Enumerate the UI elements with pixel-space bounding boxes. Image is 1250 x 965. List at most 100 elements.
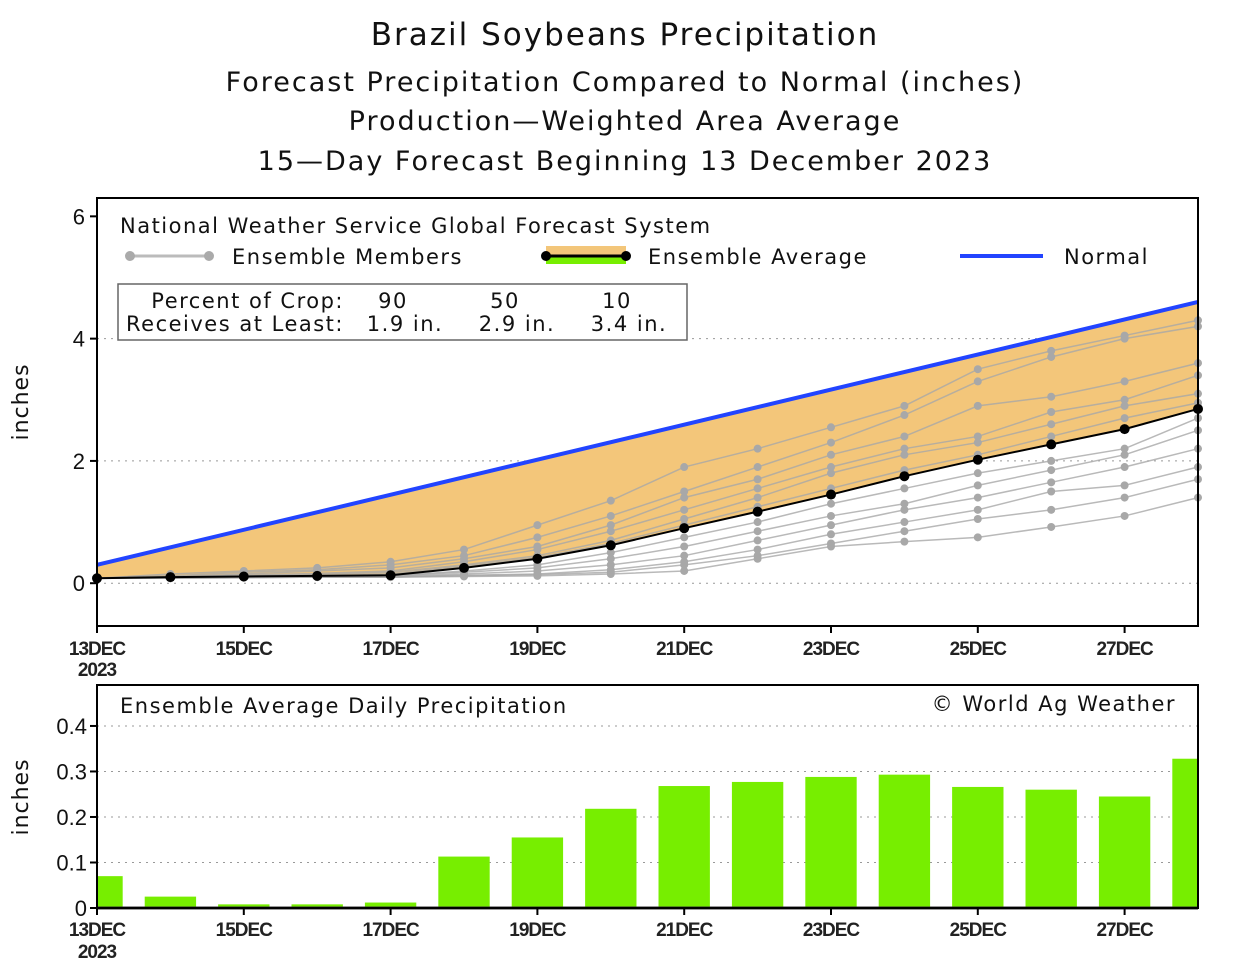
y-tick-label: 0 (73, 571, 85, 596)
ensemble-member-point (973, 533, 982, 542)
ensemble-member-point (680, 463, 689, 472)
ensemble-member-point (1047, 352, 1056, 361)
ensemble-member-point (753, 536, 762, 545)
ensemble-member-point (753, 463, 762, 472)
crop-table-row1-label: Percent of Crop: (151, 289, 344, 313)
ensemble-average-point (605, 540, 616, 551)
daily-precip-bar (291, 904, 343, 908)
chart-subtitle-2: Production—Weighted Area Average (349, 106, 902, 137)
bottom-title: Ensemble Average Daily Precipitation (120, 694, 568, 718)
x-tick-year: 2023 (78, 660, 117, 681)
crop-amount-90: 1.9 in. (367, 312, 443, 336)
legend-members-dot (125, 251, 135, 261)
plot-frame (96, 197, 1199, 627)
ensemble-member-point (973, 481, 982, 490)
ensemble-average-point (1119, 424, 1130, 435)
ensemble-member-point (1120, 395, 1129, 404)
ensemble-member-point (606, 554, 615, 563)
y-tick-label: 6 (73, 204, 85, 229)
ensemble-member-point (606, 570, 615, 579)
x-tick-label: 13DEC (69, 639, 127, 660)
ensemble-member-point (680, 533, 689, 542)
top-y-axis-label: inches (9, 363, 34, 440)
x-tick-label: 27DEC (1096, 920, 1154, 941)
ensemble-average-point (826, 489, 836, 500)
ensemble-member-point (1047, 487, 1056, 496)
daily-precip-bar (658, 786, 710, 908)
ensemble-member-point (900, 444, 909, 453)
ensemble-member-point (1120, 414, 1129, 423)
crop-table-box (117, 283, 688, 341)
ensemble-average-point (385, 570, 396, 581)
ensemble-member-point (460, 572, 468, 581)
cumulative-plot: 0 2 4 6 13DEC 15DEC 17DEC 19DEC 21DEC 23DEC 25DEC 2… (69, 197, 1203, 681)
ensemble-member-point (533, 533, 542, 542)
ensemble-member-point (680, 487, 689, 496)
x-tick-year: 2023 (78, 942, 117, 963)
ensemble-member-point (1047, 432, 1056, 441)
ensemble-member-point (753, 554, 762, 563)
ensemble-member-point (680, 560, 689, 569)
ensemble-member-point (680, 551, 689, 560)
ensemble-member-point (1120, 334, 1129, 343)
daily-precip-bar (218, 904, 270, 908)
ensemble-average-point (312, 570, 323, 581)
ensemble-member-line (97, 496, 1199, 580)
plot-area (97, 685, 1198, 908)
ensemble-member-point (900, 484, 909, 493)
daily-precip-bar (805, 776, 857, 908)
x-tick-label: 19DEC (509, 920, 567, 941)
ensemble-average-point (165, 572, 176, 583)
ensemble-member-line (96, 374, 1199, 580)
ensemble-member-point (1047, 346, 1056, 355)
crop-amount-10: 3.4 in. (591, 312, 667, 336)
x-tick-label: 27DEC (1096, 639, 1154, 660)
daily-precip-bar (364, 902, 417, 908)
x-tick-label: 23DEC (803, 639, 861, 660)
ensemble-member-point (680, 493, 689, 502)
legend-average-green (546, 256, 626, 264)
ensemble-member-point (753, 518, 762, 527)
ensemble-member-point (680, 505, 689, 514)
daily-precip-bar (97, 876, 123, 908)
daily-precip-bar (438, 856, 490, 908)
ensemble-member-point (973, 377, 982, 386)
ensemble-member-point (973, 493, 982, 502)
daily-precip-bar (731, 781, 784, 908)
daily-precip-bar (878, 774, 931, 908)
ensemble-member-point (973, 432, 982, 441)
ensemble-member-point (827, 423, 835, 432)
ensemble-member-point (753, 527, 762, 536)
y-tick-label: 0 (75, 896, 87, 921)
plot-frame (96, 684, 1199, 909)
ensemble-member-point (1120, 377, 1129, 386)
ensemble-member-point (827, 469, 835, 478)
ensemble-average-point (972, 454, 983, 465)
ensemble-member-point (827, 530, 835, 539)
ensemble-member-point (900, 411, 909, 420)
ensemble-member-point (753, 444, 762, 453)
legend-members-label: Ensemble Members (232, 245, 463, 269)
x-tick-label: 21DEC (656, 639, 714, 660)
y-tick-label: 2 (73, 449, 85, 474)
source-label: National Weather Service Global Forecast… (120, 214, 712, 238)
daily-bar-plot: 0 0.1 0.2 0.3 0.4 13DEC 15DEC 17DEC 19DEC 21DEC 23… (56, 684, 1199, 963)
legend-normal-label: Normal (1064, 245, 1149, 269)
crop-percent-90: 90 (378, 289, 408, 313)
ensemble-member-point (973, 401, 982, 410)
ensemble-member-point (973, 469, 982, 478)
ensemble-member-point (1047, 505, 1056, 514)
ensemble-average-point (1046, 439, 1057, 450)
ensemble-member-point (753, 545, 762, 554)
ensemble-member-point (753, 475, 762, 484)
ensemble-average-point (679, 523, 690, 534)
crop-percent-10: 10 (602, 289, 632, 313)
x-tick-label: 17DEC (362, 639, 420, 660)
ensemble-member-point (900, 499, 909, 508)
x-tick-label: 17DEC (362, 920, 420, 941)
ensemble-member-point (827, 463, 835, 472)
ensemble-member-point (1120, 463, 1129, 472)
crop-table-row2-label: Receives at Least: (126, 312, 344, 336)
ensemble-member-point (1047, 478, 1056, 487)
